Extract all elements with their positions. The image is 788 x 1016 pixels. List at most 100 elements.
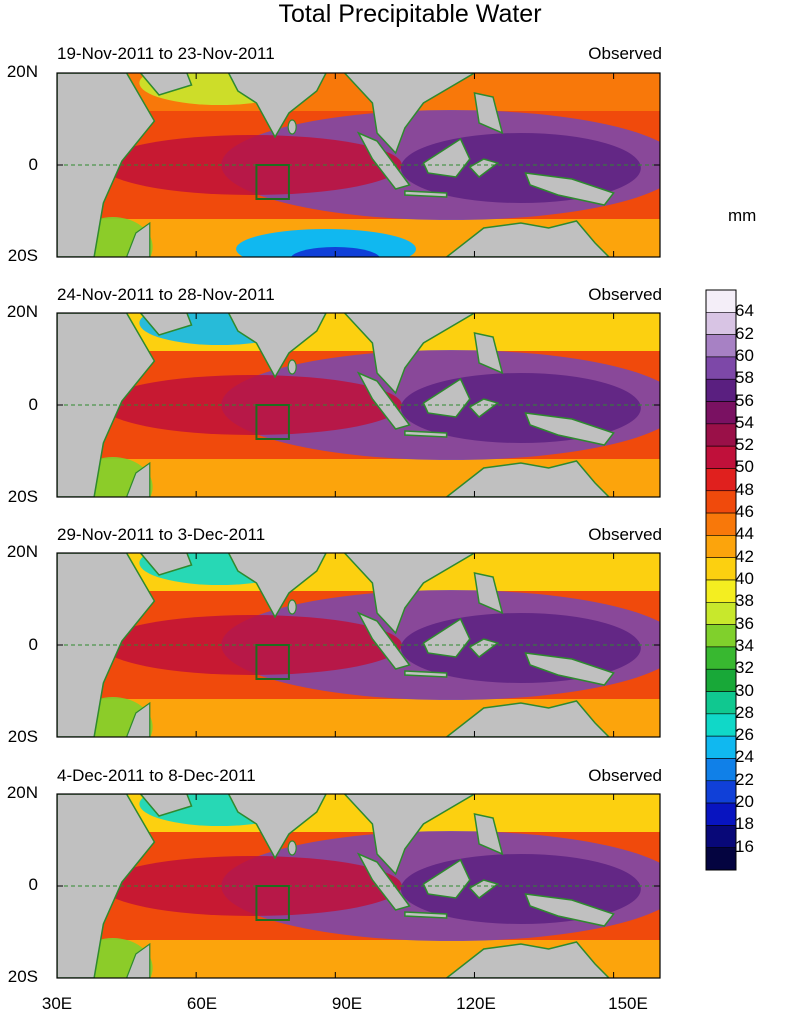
analysis-box [255,164,290,200]
colorbar-swatch [705,356,737,380]
arabia-landmass [139,313,193,336]
panel-3-tag: Observed [588,525,662,544]
java-landmass [404,670,448,678]
india-landmass [227,553,327,619]
colorbar-label: 54 [735,412,754,432]
colorbar-swatch [705,468,737,492]
india-landmass [227,73,327,139]
panel-4-date-range: 4-Dec-2011 to 8-Dec-2011 [57,766,256,785]
madagascar-landmass [125,701,151,737]
southeast-asia-landmass [343,313,476,395]
tpw-indian-core [101,615,402,675]
map-panel-3 [56,552,661,738]
madagascar-landmass [125,942,151,978]
new-guinea-landmass [524,412,615,446]
panel-2-lat-20n: 20N [6,302,38,321]
borneo-landmass [422,617,471,658]
panel-2-lat-0: 0 [28,395,38,414]
colorbar-label: 38 [735,591,754,611]
colorbar-swatch [705,557,737,581]
colorbar-swatch [705,490,737,514]
sumatra-landmass [356,611,411,670]
philippines-landmass [473,92,504,135]
colorbar-label: 24 [735,747,754,767]
panel-2-date-range: 24-Nov-2011 to 28-Nov-2011 [57,285,275,304]
panel-3-lat-20n: 20N [6,542,38,561]
colorbar-swatch [705,713,737,737]
panel-4-tag: Observed [588,766,662,785]
panel-4-lat-0: 0 [28,875,38,894]
colorbar-swatch [705,445,737,469]
tpw-indian-core [101,135,402,195]
colorbar-frame [705,289,737,871]
tpw-indian-core [101,856,402,916]
panel-3-date-range: 29-Nov-2011 to 3-Dec-2011 [57,525,266,544]
sri-lanka-landmass [287,359,297,375]
lon-120e: 120E [456,994,496,1013]
new-guinea-landmass [524,652,615,686]
panel-1-lat-20s: 20S [7,246,38,265]
sulawesi-landmass [468,158,500,179]
panel-1-lat-20n: 20N [6,62,38,81]
analysis-box [255,404,290,440]
arabia-landmass [139,553,193,576]
colorbar-swatch [705,847,737,871]
africa-landmass [57,794,156,978]
sulawesi-landmass [468,638,500,659]
colorbar-swatch [705,624,737,648]
colorbar-label: 28 [735,702,754,722]
africa-landmass [57,553,156,737]
australia-landmass [445,941,611,978]
sri-lanka-landmass [287,840,297,856]
colorbar-label: 32 [735,658,754,678]
analysis-box [255,644,290,680]
panel-1-tag: Observed [588,44,662,63]
colorbar-swatch [705,378,737,402]
colorbar-swatch [705,802,737,826]
sulawesi-landmass [468,398,500,419]
colorbar-label: 20 [735,792,754,812]
philippines-landmass [473,572,504,615]
colorbar-label: 44 [735,524,754,544]
colorbar-label: 64 [735,301,754,321]
colorbar-swatch [705,825,737,848]
unit-label: mm [728,206,757,225]
colorbar-label: 40 [735,569,754,588]
lon-30e: 30E [41,994,73,1013]
panel-4-lat-20s: 20S [7,967,38,986]
colorbar-label: 62 [735,323,754,343]
colorbar-label: 30 [735,680,754,700]
colorbar-label: 36 [735,613,754,633]
colorbar-swatch [705,334,737,358]
panel-2-lat-20s: 20S [7,487,38,506]
new-guinea-landmass [524,893,615,927]
southeast-asia-landmass [343,553,476,635]
tpw-dry-south [236,229,417,257]
panel-2-tag: Observed [588,285,662,304]
lon-60e: 60E [186,994,218,1013]
colorbar-swatch [705,646,737,670]
india-landmass [227,313,327,379]
colorbar-swatch [705,780,737,804]
panel-1-date-range: 19-Nov-2011 to 23-Nov-2011 [57,44,275,63]
colorbar-label: 50 [735,457,754,477]
colorbar [705,289,737,871]
panel-1-lat-0: 0 [28,155,38,174]
australia-landmass [445,460,611,497]
colorbar-label: 42 [735,546,754,566]
southeast-asia-landmass [343,794,476,876]
arabia-landmass [139,794,193,817]
colorbar-swatch [705,758,737,782]
map-panel-4 [56,793,661,979]
sumatra-landmass [356,371,411,430]
colorbar-label: 34 [735,635,754,655]
borneo-landmass [422,377,471,418]
africa-landmass [57,313,156,497]
colorbar-swatch [705,312,737,335]
colorbar-label: 60 [735,345,754,365]
colorbar-swatch [705,535,737,558]
madagascar-landmass [125,221,151,257]
colorbar-swatch [705,401,737,425]
panel-4-lat-20n: 20N [6,783,38,802]
